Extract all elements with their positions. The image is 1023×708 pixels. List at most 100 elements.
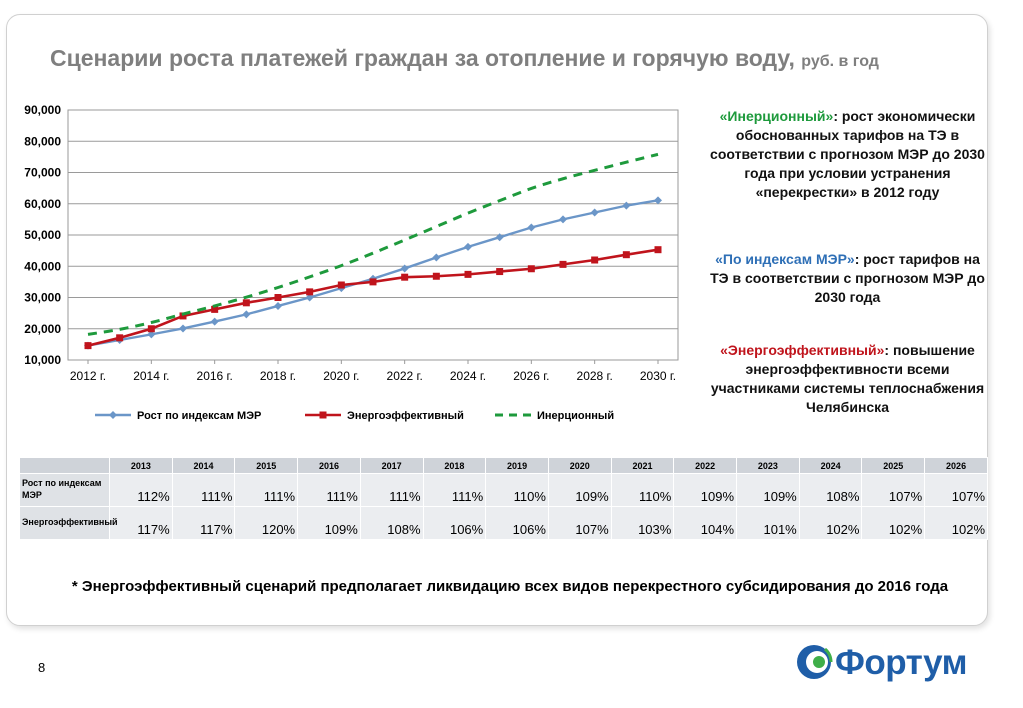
page-number: 8 bbox=[38, 660, 46, 675]
data-point-mer bbox=[242, 310, 251, 319]
legend-marker bbox=[109, 411, 117, 419]
table-cell: 109% bbox=[673, 473, 738, 507]
data-point-mer bbox=[464, 242, 472, 251]
data-point-efficient bbox=[559, 260, 567, 268]
x-tick-label: 2024 г. bbox=[450, 369, 486, 383]
y-tick-label: 30,000 bbox=[24, 291, 61, 305]
legend-label: Инерционный bbox=[537, 410, 614, 422]
series-line-inertial bbox=[87, 152, 659, 336]
data-point-mer bbox=[590, 208, 599, 217]
x-tick-label: 2022 г. bbox=[387, 369, 423, 383]
page-title: Сценарии роста платежей граждан за отопл… bbox=[50, 45, 980, 72]
year-header: 2021 bbox=[610, 457, 675, 474]
data-point-mer bbox=[432, 253, 441, 262]
row-label-mer: Рост по индексам МЭР bbox=[19, 473, 110, 507]
y-tick-label: 70,000 bbox=[24, 166, 61, 180]
scenario-mer-name: «По индексам МЭР» bbox=[715, 251, 855, 267]
scenario-efficient-text: : повышение энергоэффективности всеми уч… bbox=[710, 342, 985, 415]
data-point-efficient bbox=[306, 288, 314, 296]
data-point-mer bbox=[622, 201, 631, 210]
year-header: 2016 bbox=[297, 457, 361, 474]
table-cell: 103% bbox=[610, 506, 675, 540]
table-cell: 120% bbox=[234, 506, 299, 540]
scenario-efficient: «Энергоэффективный»: повышение энергоэфф… bbox=[705, 341, 990, 417]
table-corner bbox=[19, 457, 110, 474]
table-cell: 110% bbox=[610, 473, 675, 507]
x-tick-label: 2012 г. bbox=[70, 369, 106, 383]
growth-table: 2013 2014 2015 2016 2017 2018 2019 2020 … bbox=[19, 457, 988, 540]
table-cell: 108% bbox=[798, 473, 863, 507]
data-point-mer bbox=[305, 293, 314, 302]
year-header: 2013 bbox=[109, 457, 173, 474]
y-tick-label: 20,000 bbox=[24, 322, 61, 336]
title-unit: руб. в год bbox=[801, 53, 879, 70]
table-cell: 110% bbox=[485, 473, 549, 507]
table-cell: 109% bbox=[297, 506, 361, 540]
series-line-mer bbox=[87, 199, 659, 347]
data-point-efficient bbox=[179, 312, 187, 320]
title-text: Сценарии роста платежей граждан за отопл… bbox=[50, 45, 795, 71]
year-header: 2020 bbox=[547, 457, 612, 474]
table-cell: 117% bbox=[109, 506, 173, 540]
data-point-mer bbox=[527, 223, 536, 232]
x-tick-label: 2020 г. bbox=[323, 369, 359, 383]
table-cell: 107% bbox=[924, 473, 988, 507]
table-cell: 104% bbox=[673, 506, 738, 540]
table-cell: 111% bbox=[422, 473, 487, 507]
data-point-efficient bbox=[622, 251, 630, 259]
year-header: 2025 bbox=[861, 457, 926, 474]
y-tick-label: 50,000 bbox=[24, 228, 61, 242]
data-point-efficient bbox=[242, 299, 250, 307]
row-label-efficient: Энергоэффективный bbox=[19, 506, 118, 540]
year-header: 2019 bbox=[485, 457, 549, 474]
legend-label: Рост по индексам МЭР bbox=[137, 410, 261, 422]
data-point-mer bbox=[179, 324, 187, 333]
legend-marker bbox=[319, 411, 327, 419]
y-tick-label: 90,000 bbox=[24, 103, 61, 117]
legend-label: Энергоэффективный bbox=[347, 410, 464, 422]
data-point-efficient bbox=[527, 265, 535, 273]
scenario-inertial-name: «Инерционный» bbox=[719, 108, 834, 124]
data-point-mer bbox=[400, 264, 409, 273]
table-cell: 111% bbox=[359, 473, 424, 507]
table-cell: 106% bbox=[422, 506, 487, 540]
fortum-logo-icon bbox=[797, 645, 833, 679]
table-cell: 101% bbox=[736, 506, 800, 540]
table-cell: 106% bbox=[485, 506, 549, 540]
data-point-efficient bbox=[274, 294, 282, 301]
year-header: 2023 bbox=[736, 457, 800, 474]
x-tick-label: 2018 г. bbox=[260, 369, 296, 383]
table-row: Рост по индексам МЭР 112% 111% 111% 111%… bbox=[19, 473, 988, 507]
table-cell: 109% bbox=[736, 473, 800, 507]
table-cell: 102% bbox=[924, 506, 988, 540]
data-point-efficient bbox=[369, 278, 377, 286]
data-point-efficient bbox=[401, 273, 409, 281]
data-point-mer bbox=[147, 330, 156, 339]
table-cell: 111% bbox=[234, 473, 299, 507]
table-row: Энергоэффективный 117% 117% 120% 109% 10… bbox=[19, 506, 988, 540]
year-header: 2017 bbox=[359, 457, 424, 474]
y-tick-label: 40,000 bbox=[24, 259, 61, 273]
table-cell: 109% bbox=[547, 473, 612, 507]
data-point-efficient bbox=[464, 270, 472, 278]
data-point-mer bbox=[210, 317, 219, 326]
table-cell: 111% bbox=[171, 473, 236, 507]
y-tick-label: 10,000 bbox=[24, 353, 61, 367]
table-cell: 102% bbox=[798, 506, 863, 540]
year-header: 2018 bbox=[422, 457, 487, 474]
scenario-efficient-name: «Энергоэффективный» bbox=[720, 342, 885, 358]
x-tick-label: 2030 г. bbox=[640, 369, 676, 383]
data-point-mer bbox=[274, 301, 282, 310]
table-cell: 107% bbox=[861, 473, 926, 507]
year-header: 2014 bbox=[171, 457, 236, 474]
table-cell: 107% bbox=[547, 506, 612, 540]
data-point-efficient bbox=[432, 272, 440, 280]
table-cell: 108% bbox=[359, 506, 424, 540]
scenario-mer: «По индексам МЭР»: рост тарифов на ТЭ в … bbox=[705, 250, 990, 307]
data-point-mer bbox=[654, 196, 662, 205]
fortum-logo-text: Фортум bbox=[835, 643, 968, 682]
table-cell: 112% bbox=[109, 473, 173, 507]
table-cell: 111% bbox=[297, 473, 361, 507]
data-point-efficient bbox=[496, 268, 504, 276]
line-chart: 10,000 20,000 30,000 40,000 50,000 60,000 70,0… bbox=[24, 103, 679, 422]
